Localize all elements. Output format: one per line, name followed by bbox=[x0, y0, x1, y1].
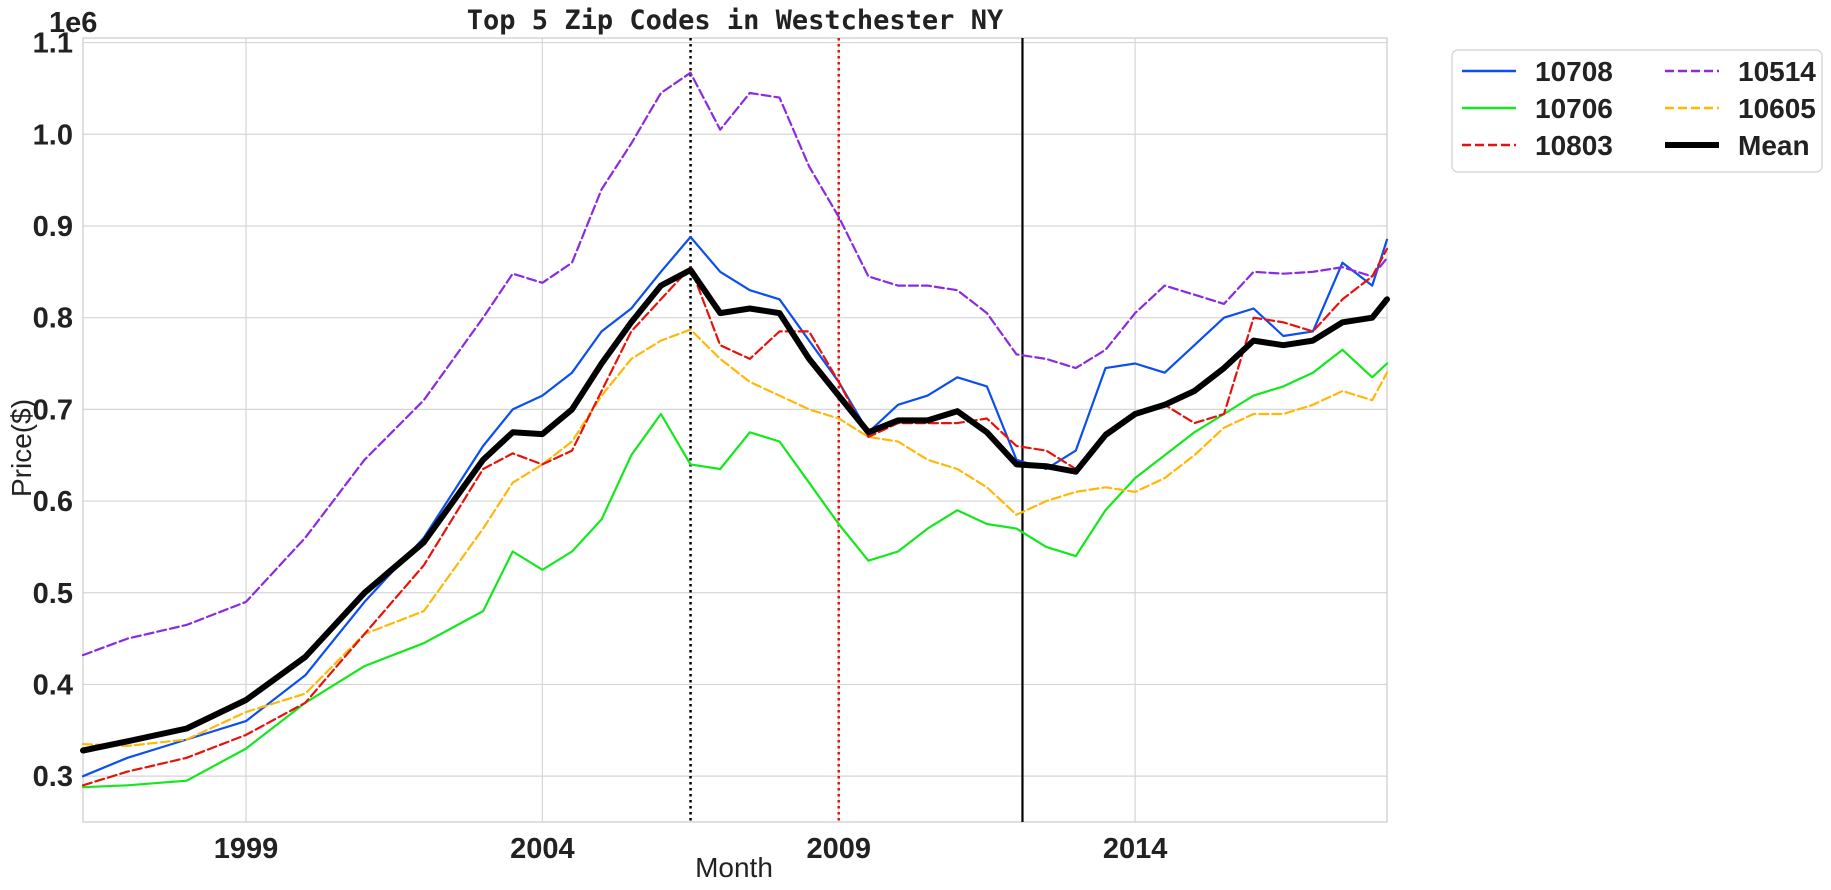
y-tick-label: 1.1 bbox=[33, 28, 73, 60]
legend-box bbox=[1451, 49, 1823, 173]
plot-area-frame bbox=[82, 37, 1388, 823]
y-tick-label: 1.0 bbox=[33, 119, 73, 151]
legend-label: 10706 bbox=[1535, 93, 1613, 124]
y-tick-label: 0.8 bbox=[33, 303, 73, 335]
series-line-10803 bbox=[81, 247, 1389, 787]
series-line-10514 bbox=[81, 71, 1389, 657]
y-tick-label: 0.4 bbox=[33, 669, 73, 701]
x-axis-label: Month bbox=[695, 852, 773, 883]
x-tick-label: 2004 bbox=[510, 833, 575, 865]
legend-label: Mean bbox=[1738, 130, 1810, 161]
grid-lines bbox=[83, 38, 1387, 822]
series-line-10605 bbox=[81, 328, 1389, 748]
legend-item-10605: 10605 bbox=[1665, 93, 1816, 124]
y-tick-label: 0.3 bbox=[33, 761, 73, 793]
series-line-10706 bbox=[81, 348, 1389, 789]
legend-item-10514: 10514 bbox=[1665, 56, 1816, 87]
y-multiplier-label: 1e6 bbox=[49, 7, 97, 39]
legend-item-10708: 10708 bbox=[1462, 56, 1613, 87]
x-tick-label: 2009 bbox=[806, 833, 871, 865]
legend-label: 10708 bbox=[1535, 56, 1613, 87]
y-tick-label: 0.7 bbox=[33, 394, 73, 426]
legend-item-10803: 10803 bbox=[1462, 130, 1613, 161]
x-tick-label: 2014 bbox=[1103, 833, 1168, 865]
y-tick-label: 0.5 bbox=[33, 578, 73, 610]
legend-label: 10803 bbox=[1535, 130, 1613, 161]
series-line-mean bbox=[80, 267, 1390, 754]
x-tick-label: 1999 bbox=[214, 833, 279, 865]
legend-item-mean: Mean bbox=[1665, 130, 1810, 161]
y-tick-label: 0.6 bbox=[33, 486, 73, 518]
legend: 10708 10706 10803 10514 10605 Mean bbox=[1451, 49, 1823, 173]
chart-title: Top 5 Zip Codes in Westchester NY bbox=[467, 5, 1004, 36]
legend-label: 10605 bbox=[1738, 93, 1816, 124]
reference-lines bbox=[689, 38, 1024, 822]
y-tick-label: 0.9 bbox=[33, 211, 73, 243]
y-axis-label: Price($) bbox=[6, 399, 37, 497]
legend-label: 10514 bbox=[1738, 56, 1816, 87]
series-lines bbox=[80, 71, 1390, 789]
tick-labels: 0.3 0.4 0.5 0.6 0.7 0.8 0.9 1.0 1.1 1999 2004 2009 2… bbox=[33, 28, 1168, 865]
legend-item-10706: 10706 bbox=[1462, 93, 1613, 124]
